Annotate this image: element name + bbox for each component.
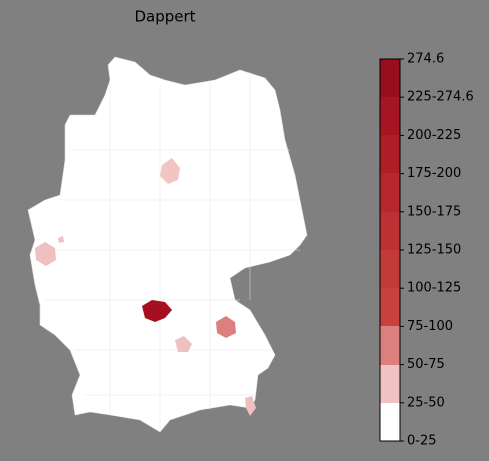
colorbar-segment: [380, 288, 400, 326]
germany-map: [27, 56, 308, 433]
colorbar-segment: [380, 135, 400, 173]
colorbar-label: 100-125: [407, 281, 461, 296]
colorbar-segment: [380, 212, 400, 250]
colorbar-segment: [380, 250, 400, 288]
colorbar-label: 25-50: [407, 395, 445, 410]
highlight-region: [175, 336, 192, 352]
highlight-region: [160, 158, 180, 184]
map-title: Dappert: [134, 8, 195, 26]
colorbar-label: 225-274.6: [407, 90, 474, 105]
highlight-region: [35, 242, 56, 266]
country-outline: [27, 56, 308, 433]
colorbar-label: 125-150: [407, 243, 461, 258]
colorbar-label: 274.6: [407, 52, 444, 67]
highlight-region: [216, 316, 236, 338]
colorbar-segment: [380, 173, 400, 212]
colorbar-label: 50-75: [407, 357, 445, 372]
district-lines: [40, 72, 300, 430]
colorbar: 0-25 25-50 50-75 75-100 100-125 125-150 150-17…: [379, 52, 474, 449]
colorbar-segment: [380, 326, 400, 365]
colorbar-label: 200-225: [407, 128, 461, 143]
highlight-region: [142, 300, 172, 322]
colorbar-label: 0-25: [407, 434, 437, 449]
highlight-region: [245, 396, 256, 416]
colorbar-segment: [380, 365, 400, 403]
colorbar-label: 150-175: [407, 204, 461, 219]
colorbar-segment: [380, 97, 400, 135]
highlight-region: [58, 236, 64, 243]
colorbar-segment: [380, 403, 400, 441]
colorbar-label: 75-100: [407, 319, 453, 334]
colorbar-segment: [380, 59, 400, 97]
colorbar-label: 175-200: [407, 166, 461, 181]
